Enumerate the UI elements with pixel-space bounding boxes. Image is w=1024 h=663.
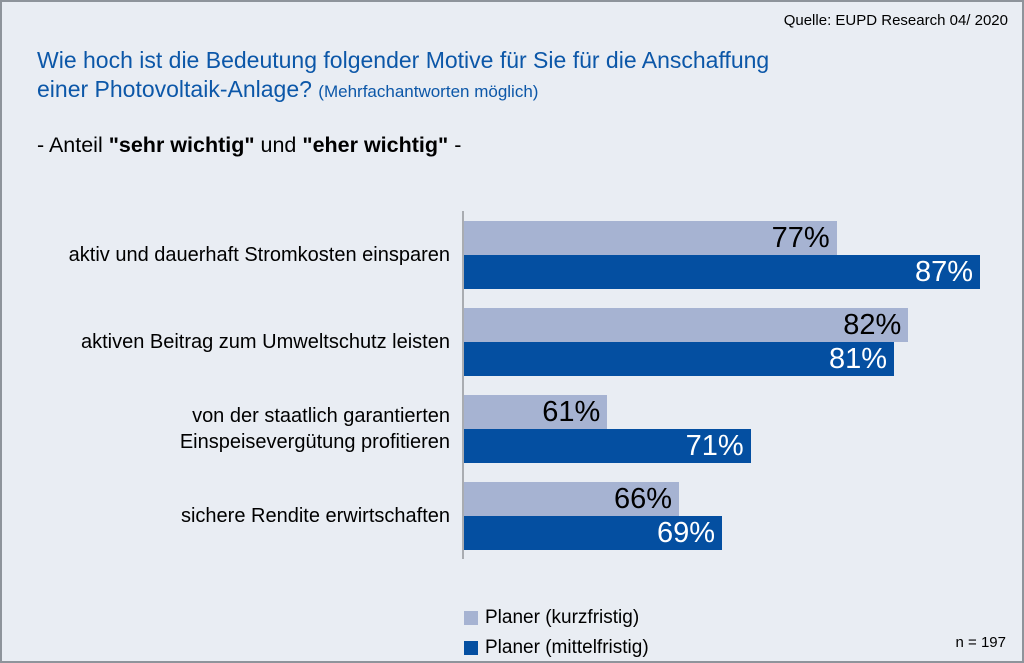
value-label: 77% [771, 222, 830, 254]
legend-swatch-mittelfristig [464, 641, 478, 655]
bar-planer-mittelfristig: 69% [464, 516, 722, 550]
legend-label-mittelfristig: Planer (mittelfristig) [485, 637, 649, 658]
sample-size-note: n = 197 [955, 634, 1006, 651]
bar-planer-mittelfristig: 71% [464, 429, 751, 463]
bar-group: 61% 71% [464, 395, 1018, 463]
bar-planer-kurzfristig: 61% [464, 395, 608, 429]
bar-group: 82% 81% [464, 308, 1018, 376]
value-label: 87% [914, 256, 973, 288]
value-label: 69% [656, 517, 715, 549]
legend-item-mittelfristig: Planer (mittelfristig) [464, 633, 649, 661]
category-label: aktiven Beitrag zum Umweltschutz leisten [80, 331, 450, 353]
category-label: von der staatlich garantierten Einspeise… [179, 405, 450, 453]
legend-swatch-kurzfristig [464, 611, 478, 625]
page-title-text: Wie hoch ist die Bedeutung folgender Mot… [37, 47, 770, 103]
value-label: 66% [613, 483, 672, 515]
chart-row: sichere Rendite erwirtschaften 66% 69% [2, 482, 1018, 550]
value-label: 61% [542, 396, 601, 428]
subtitle-middle: und [254, 133, 303, 157]
value-label: 71% [685, 430, 744, 462]
subtitle-bold-eher-wichtig: "eher wichtig" [302, 133, 449, 157]
chart-legend: Planer (kurzfristig) Planer (mittelfrist… [464, 603, 649, 661]
subtitle-prefix: - Anteil [37, 133, 109, 157]
bar-chart: aktiv und dauerhaft Stromkosten einspare… [2, 221, 1018, 569]
category-label: aktiv und dauerhaft Stromkosten einspare… [68, 244, 450, 266]
legend-item-kurzfristig: Planer (kurzfristig) [464, 603, 649, 633]
bar-planer-kurzfristig: 82% [464, 308, 909, 342]
chart-row: von der staatlich garantierten Einspeise… [2, 395, 1018, 463]
y-axis-line [462, 211, 464, 559]
source-note: Quelle: EUPD Research 04/ 2020 [783, 12, 1008, 29]
bar-planer-kurzfristig: 77% [464, 221, 837, 255]
subtitle-suffix: - [448, 133, 462, 157]
page-title-note: (Mehrfachantworten möglich) [318, 82, 539, 102]
subtitle: - Anteil "sehr wichtig" und "eher wichti… [37, 133, 461, 158]
value-label: 81% [828, 343, 887, 375]
bar-group: 66% 69% [464, 482, 1018, 550]
value-label: 82% [843, 309, 902, 341]
subtitle-bold-sehr-wichtig: "sehr wichtig" [108, 133, 255, 157]
bar-planer-mittelfristig: 87% [464, 255, 980, 289]
chart-row: aktiv und dauerhaft Stromkosten einspare… [2, 221, 1018, 289]
bar-planer-kurzfristig: 66% [464, 482, 679, 516]
bar-planer-mittelfristig: 81% [464, 342, 894, 376]
chart-row: aktiven Beitrag zum Umweltschutz leisten… [2, 308, 1018, 376]
category-label: sichere Rendite erwirtschaften [180, 505, 450, 527]
bar-group: 77% 87% [464, 221, 1018, 289]
page-title: Wie hoch ist die Bedeutung folgender Mot… [37, 46, 817, 104]
legend-label-kurzfristig: Planer (kurzfristig) [485, 607, 640, 628]
